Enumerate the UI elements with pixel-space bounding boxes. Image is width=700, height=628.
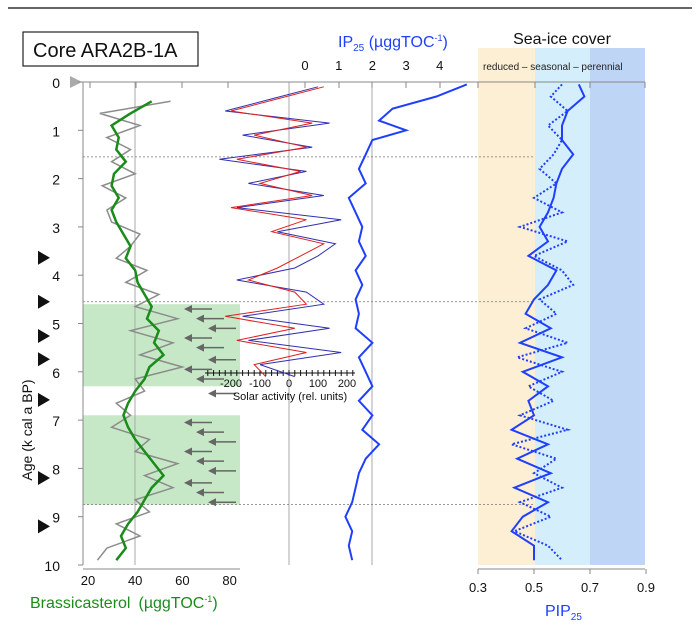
pip25-tick-label: 0.9	[637, 580, 655, 595]
triangle-marker	[38, 294, 50, 309]
y-tick-label: 7	[52, 413, 60, 429]
y-tick-label: 5	[52, 317, 60, 333]
brassicasterol-tick-label: 20	[81, 573, 95, 588]
ip25-line	[344, 83, 468, 561]
arrow-head-icon	[196, 488, 204, 497]
ip25-tick-label: 1	[335, 58, 342, 73]
sea-ice-band-reduced	[478, 48, 535, 565]
triangle-marker	[38, 471, 50, 486]
brassicasterol-tick-label: 80	[222, 573, 236, 588]
solar-series-blue-line	[219, 86, 342, 378]
triangle-marker	[38, 329, 50, 344]
pip25-tick-label: 0.5	[525, 580, 543, 595]
brassicasterol-tick-label: 60	[175, 573, 189, 588]
y-tick-label: 3	[52, 220, 60, 236]
arrow-head-icon	[196, 343, 204, 352]
y-tick-label: 0	[52, 75, 60, 91]
y-tick-label: 4	[52, 268, 60, 284]
y-tick-label: 9	[52, 510, 60, 526]
solar-tick-label: -100	[249, 378, 271, 390]
solar-tick-label: 0	[286, 378, 292, 390]
arrow-head-icon	[196, 428, 204, 437]
ip25-tick-label: 0	[301, 58, 308, 73]
pip25-tick-label: 0.3	[469, 580, 487, 595]
brassicasterol-tick-label: 40	[128, 573, 142, 588]
arrow-head-icon	[208, 466, 216, 475]
triangle-marker	[38, 352, 50, 367]
core-label-box	[22, 31, 199, 67]
triangle-marker	[38, 519, 50, 534]
arrow-head-icon	[184, 418, 192, 427]
solar-tick-label: 100	[309, 378, 327, 390]
ip25-tick-label: 4	[436, 58, 443, 73]
solar-tick-label: 200	[338, 378, 356, 390]
arrow-head-icon	[208, 498, 216, 507]
pip25-dotted-line	[508, 83, 575, 561]
ip25-tick-label: 3	[402, 58, 409, 73]
ip25-tick-label: 2	[369, 58, 376, 73]
arrow-head-icon	[208, 437, 216, 446]
sea-ice-regimes: reduced – seasonal – perennial	[483, 62, 623, 73]
arrow-head-icon	[184, 305, 192, 314]
arrow-head-icon	[196, 375, 204, 384]
arrow-head-icon	[208, 355, 216, 364]
pip25-axis-title: PIP25	[545, 603, 582, 623]
arrow-head-icon	[196, 314, 204, 323]
pip25-solid-line	[509, 83, 586, 561]
shaded-interval	[83, 304, 240, 387]
triangle-marker	[38, 250, 50, 265]
solar-series-red-line	[225, 86, 326, 377]
y-axis-label: Age (k cal a BP)	[19, 379, 35, 480]
age-zero-marker	[70, 76, 82, 88]
y-tick-label: 2	[52, 172, 60, 188]
arrow-head-icon	[184, 333, 192, 342]
solar-tick-label: -200	[220, 378, 242, 390]
y-tick-label: 10	[44, 558, 60, 574]
pip25-tick-label: 0.7	[581, 580, 599, 595]
brassicasterol-raw-line	[96, 100, 186, 561]
triangle-marker	[38, 392, 50, 407]
core-label: Core ARA2B-1A	[33, 40, 178, 62]
arrow-head-icon	[184, 365, 192, 374]
arrow-head-icon	[184, 478, 192, 487]
arrow-head-icon	[196, 457, 204, 466]
solar-axis-title: Solar activity (rel. units)	[233, 391, 347, 403]
sea-ice-band-perennial	[590, 48, 645, 565]
shaded-interval	[83, 415, 240, 505]
ip25-axis-title: IP25 (µggTOC-1)	[338, 33, 448, 54]
y-tick-label: 1	[52, 123, 60, 139]
arrow-head-icon	[208, 324, 216, 333]
y-tick-label: 6	[52, 365, 60, 381]
arrow-head-icon	[184, 447, 192, 456]
sea-ice-title: Sea-ice cover	[513, 31, 611, 48]
y-tick-label: 8	[52, 461, 60, 477]
arrow-head-icon	[208, 389, 216, 398]
brassicasterol-smoothed-line	[109, 100, 166, 561]
brassicasterol-axis-title: Brassicasterol (µggTOC-1)	[30, 594, 218, 612]
